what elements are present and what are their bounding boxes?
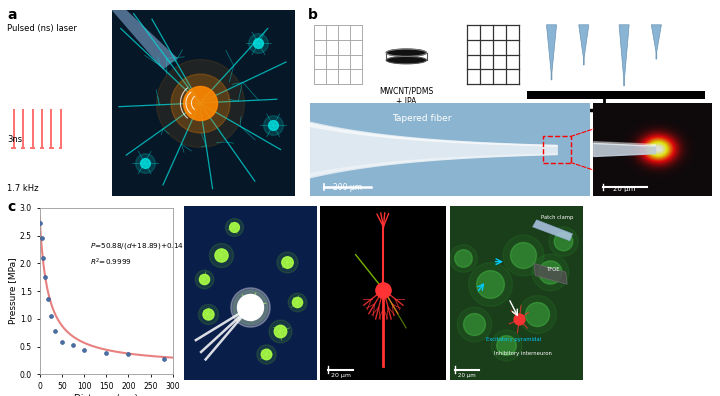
Bar	[527, 91, 705, 99]
Point	[485, 281, 496, 287]
Point	[282, 259, 293, 265]
Point	[557, 238, 569, 244]
Text: Tapered fiber: Tapered fiber	[392, 114, 451, 123]
Point	[500, 342, 512, 348]
Text: a: a	[7, 8, 17, 22]
Point	[274, 328, 285, 335]
Bar	[543, 137, 571, 162]
Point	[557, 238, 569, 244]
Point	[244, 304, 256, 310]
Point	[139, 159, 150, 166]
Text: 20 μm: 20 μm	[613, 186, 635, 192]
Polygon shape	[579, 25, 589, 65]
Text: 200 μm: 200 μm	[333, 183, 362, 192]
Point	[215, 251, 227, 258]
Point	[253, 40, 264, 47]
Point	[544, 269, 556, 275]
Point	[458, 255, 469, 261]
Point	[244, 304, 256, 310]
Text: Inhibitory interneuron: Inhibitory interneuron	[495, 351, 552, 356]
Text: TFOE: TFOE	[547, 267, 561, 272]
Point	[228, 224, 240, 230]
Polygon shape	[534, 263, 567, 284]
Point	[531, 311, 542, 317]
Text: c: c	[7, 200, 15, 214]
Polygon shape	[652, 25, 662, 59]
Point	[267, 122, 279, 128]
Text: MWCNT/PDMS
+ IPA: MWCNT/PDMS + IPA	[379, 86, 433, 106]
Text: Pulsed (ns) laser: Pulsed (ns) laser	[7, 24, 77, 33]
Text: b: b	[308, 8, 318, 22]
Point	[468, 321, 480, 327]
Y-axis label: Pressure [MPa]: Pressure [MPa]	[8, 258, 17, 324]
Point	[244, 304, 256, 310]
Point	[261, 351, 272, 357]
Point	[198, 276, 210, 282]
Point	[228, 224, 240, 230]
Point	[194, 100, 205, 106]
Point	[291, 299, 302, 305]
Point	[458, 255, 469, 261]
Text: Excitatory pyramidal: Excitatory pyramidal	[487, 337, 541, 342]
Point	[261, 351, 272, 357]
Polygon shape	[619, 25, 629, 86]
Point	[194, 100, 205, 106]
Point	[485, 281, 496, 287]
Point	[215, 251, 227, 258]
Point	[468, 321, 480, 327]
Point	[518, 251, 529, 258]
Text: 1.7 kHz: 1.7 kHz	[7, 184, 39, 193]
Point	[139, 159, 150, 166]
Polygon shape	[533, 220, 572, 241]
Point	[291, 299, 302, 305]
Polygon shape	[112, 10, 178, 69]
Text: $P$=50.88/($d$+18.89)+0.14
$R^2$=0.9999: $P$=50.88/($d$+18.89)+0.14 $R^2$=0.9999	[90, 241, 184, 268]
Text: 3ns: 3ns	[7, 135, 22, 144]
Point	[377, 286, 389, 293]
Text: 20 μm: 20 μm	[459, 373, 476, 379]
Ellipse shape	[386, 49, 426, 57]
Point	[513, 316, 525, 322]
Ellipse shape	[386, 57, 426, 64]
Point	[544, 269, 556, 275]
Point	[253, 40, 264, 47]
Polygon shape	[546, 25, 557, 80]
Point	[282, 259, 293, 265]
Point	[198, 276, 210, 282]
Point	[518, 251, 529, 258]
X-axis label: Distance (μm): Distance (μm)	[74, 394, 138, 396]
Point	[500, 342, 512, 348]
Point	[244, 304, 256, 310]
Text: Patch clamp: Patch clamp	[541, 215, 573, 220]
Text: 20 μm: 20 μm	[330, 373, 351, 379]
Point	[274, 328, 285, 335]
Point	[194, 100, 205, 106]
Point	[267, 122, 279, 128]
Point	[202, 311, 213, 317]
Point	[202, 311, 213, 317]
Point	[531, 311, 542, 317]
